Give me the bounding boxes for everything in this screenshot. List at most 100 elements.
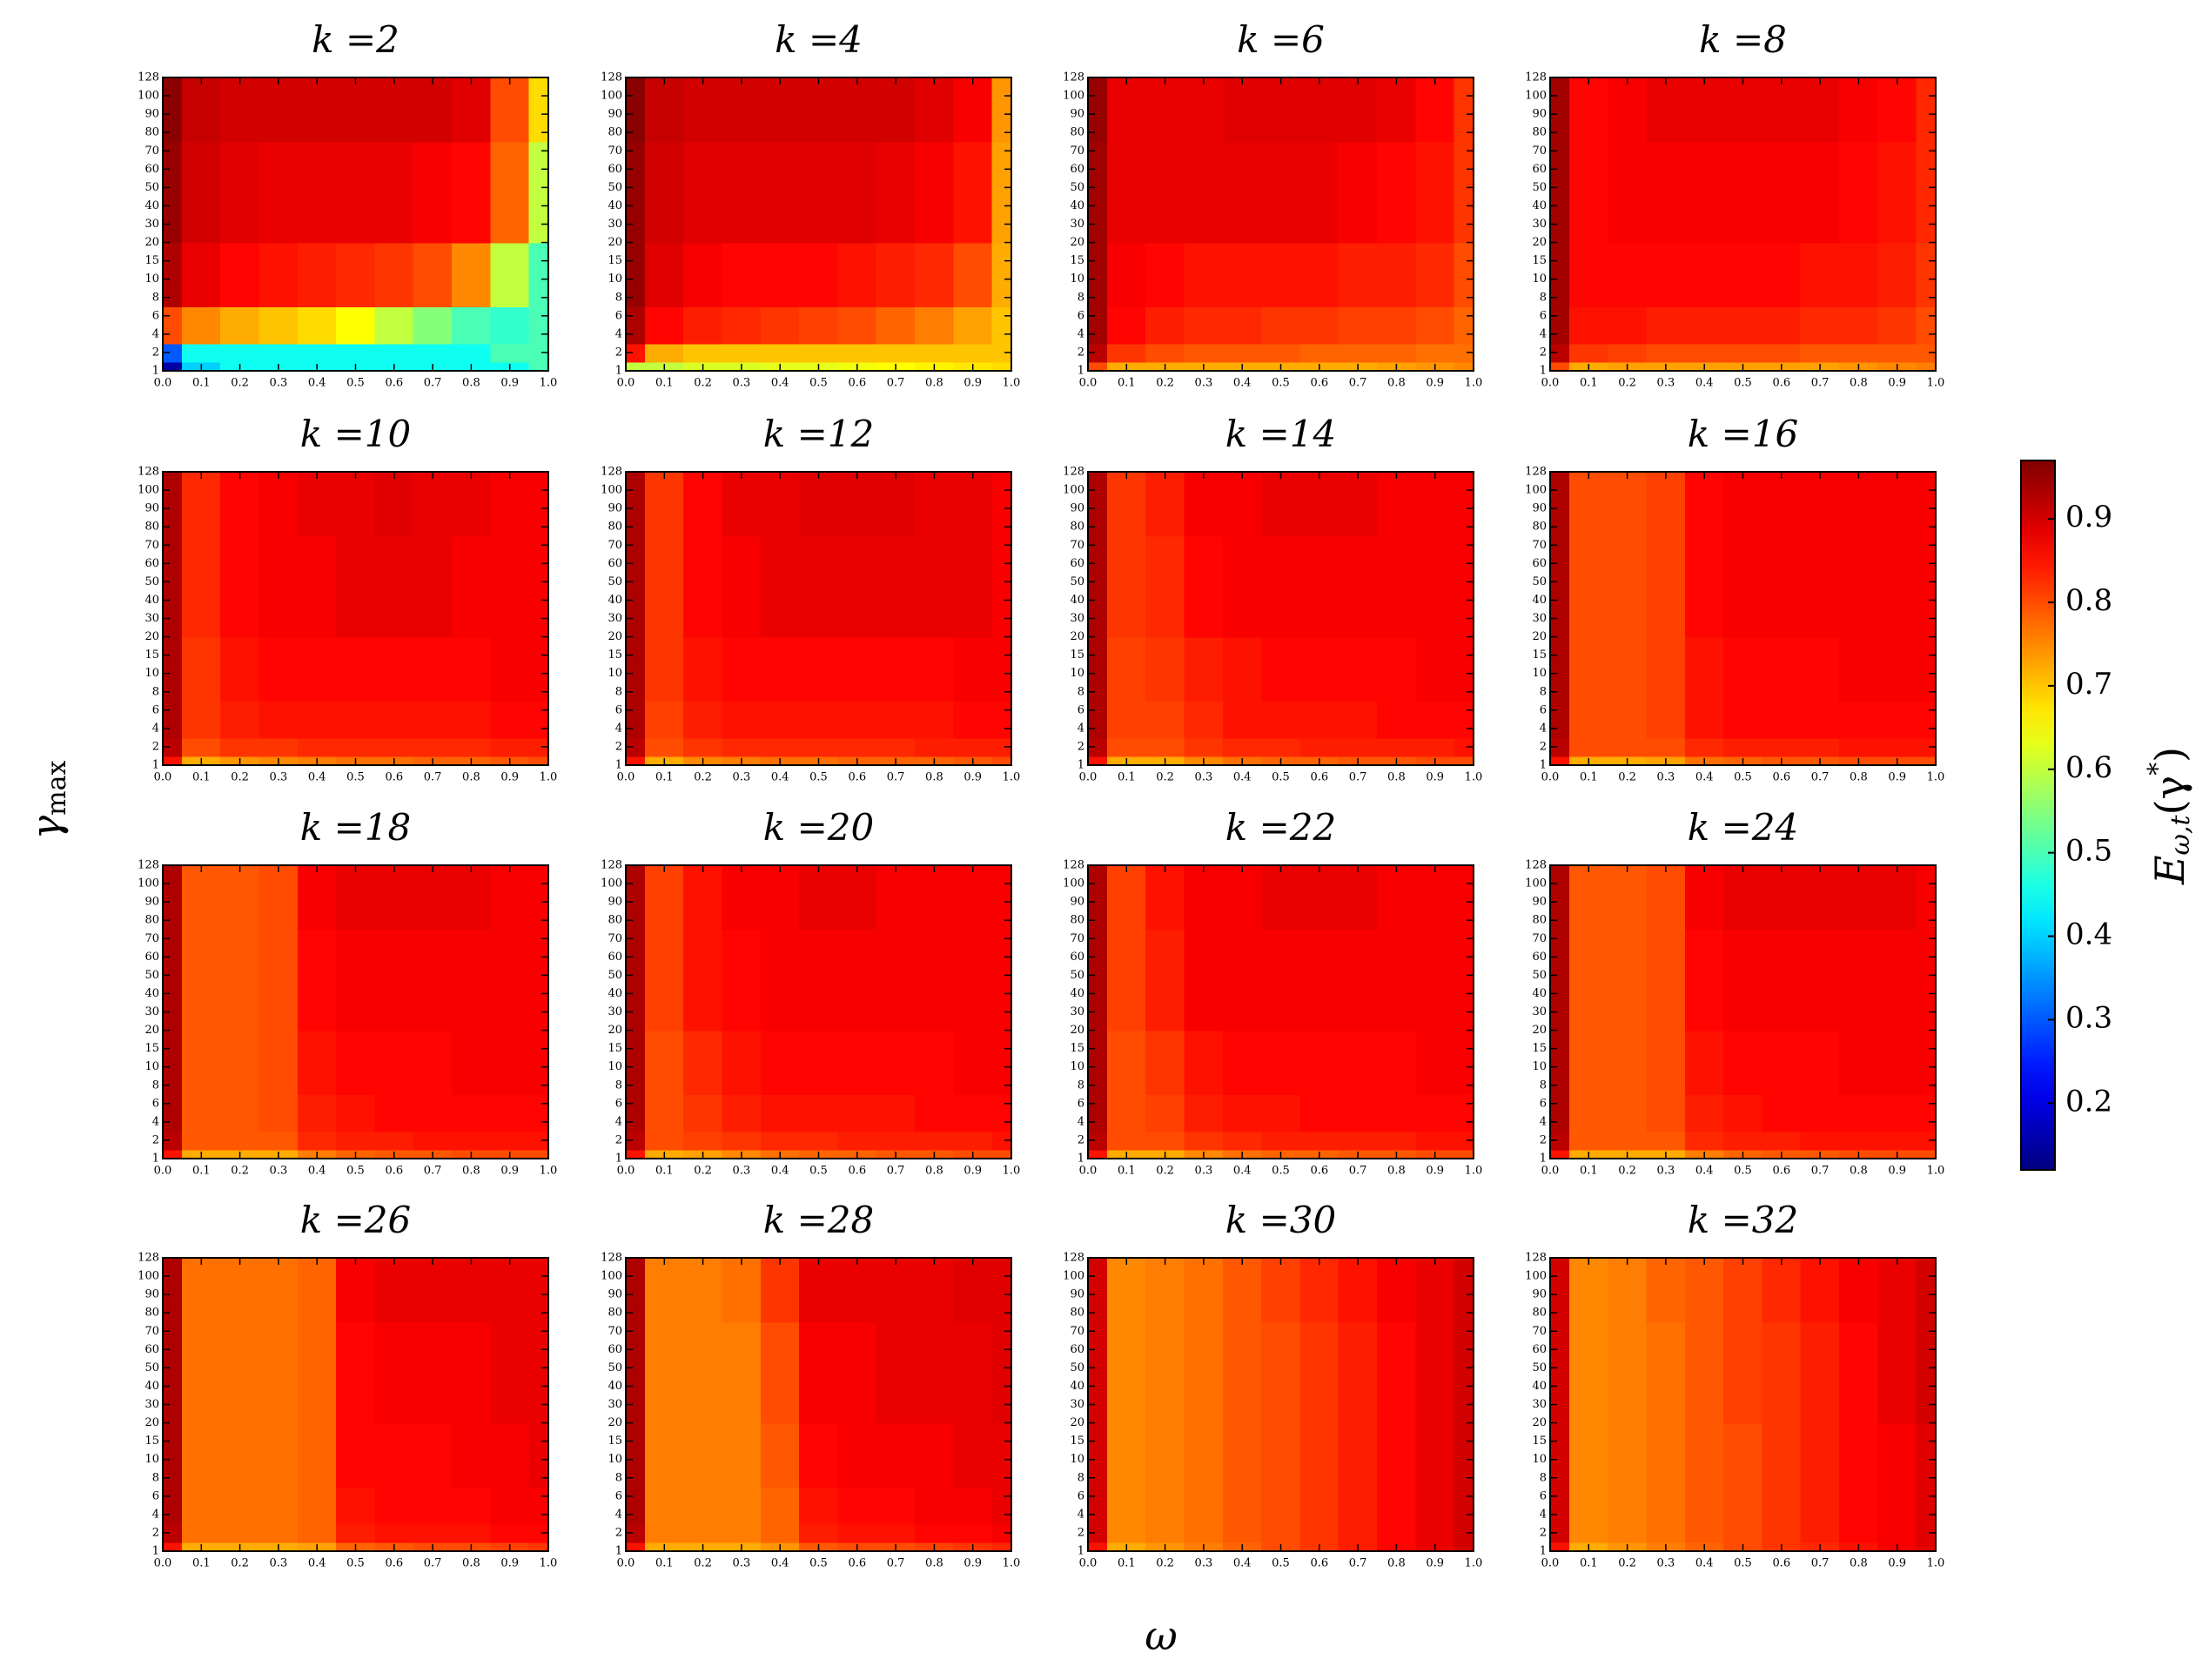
y-tick-label: 128 bbox=[138, 71, 159, 84]
heatmap-cell bbox=[1762, 1030, 1802, 1096]
heatmap-cell bbox=[374, 737, 414, 757]
heatmap-cell bbox=[452, 1131, 492, 1151]
heatmap-cell bbox=[953, 1422, 993, 1488]
y-tick-label: 2 bbox=[152, 1133, 159, 1146]
heatmap-cell bbox=[297, 343, 338, 363]
heatmap-cell bbox=[1338, 343, 1379, 363]
heatmap-cell bbox=[1549, 929, 1570, 1032]
heatmap-cell bbox=[625, 929, 646, 1032]
y-tick-label: 2 bbox=[615, 740, 622, 753]
heatmap-cell bbox=[1608, 77, 1648, 143]
heatmap-cell bbox=[528, 1094, 549, 1132]
y-tick-label: 15 bbox=[144, 1435, 159, 1448]
heatmap-cell bbox=[1106, 1094, 1147, 1132]
x-tick-label: 0.8 bbox=[1387, 771, 1406, 784]
heatmap-cell bbox=[258, 77, 299, 143]
heatmap-cell bbox=[1839, 1487, 1879, 1525]
y-axis-label-sub: max bbox=[42, 761, 72, 816]
heatmap-cell bbox=[1184, 77, 1224, 143]
y-tick-label: 4 bbox=[615, 327, 622, 340]
heatmap-cell bbox=[991, 1542, 1012, 1552]
heatmap-cell bbox=[1261, 471, 1301, 537]
y-tick-label: 20 bbox=[144, 1416, 159, 1429]
heatmap-cell bbox=[1087, 756, 1108, 766]
heatmap-cell bbox=[625, 701, 646, 739]
heatmap-cell bbox=[625, 1542, 646, 1552]
y-tick-label: 1 bbox=[152, 1152, 159, 1166]
heatmap-cell bbox=[799, 1422, 839, 1488]
x-tick-label: 0.4 bbox=[771, 771, 789, 784]
y-tick-label: 128 bbox=[1063, 71, 1084, 84]
heatmap-cell bbox=[490, 636, 530, 702]
heatmap-cell bbox=[1608, 1321, 1648, 1424]
heatmap-cell bbox=[1338, 535, 1379, 638]
heatmap-cell bbox=[1338, 471, 1379, 537]
heatmap-cell bbox=[220, 929, 260, 1032]
y-tick-label: 90 bbox=[144, 108, 159, 121]
colorbar-tick-label: 0.3 bbox=[2065, 1000, 2112, 1035]
y-tick-label: 70 bbox=[1070, 539, 1084, 552]
x-tick-label: 0.1 bbox=[1118, 1165, 1136, 1178]
heatmap-cell bbox=[181, 1257, 222, 1323]
y-tick-label: 70 bbox=[1532, 144, 1547, 158]
colorbar-label: Eω,t(γ*) bbox=[2143, 747, 2196, 885]
heatmap-cell bbox=[1877, 471, 1917, 537]
heatmap-cell bbox=[1415, 1094, 1455, 1132]
heatmap-cell bbox=[220, 1094, 260, 1132]
heatmap-cell bbox=[1800, 929, 1841, 1032]
heatmap-cell bbox=[336, 77, 376, 143]
x-tick-label: 0.7 bbox=[1349, 377, 1367, 390]
heatmap-cell bbox=[1299, 1094, 1340, 1132]
heatmap-cell bbox=[258, 535, 299, 638]
y-tick-label: 80 bbox=[608, 521, 622, 534]
heatmap-cell bbox=[1299, 242, 1340, 308]
y-tick-label: 20 bbox=[1070, 1024, 1084, 1037]
heatmap-cell bbox=[1415, 141, 1455, 244]
heatmap-cell bbox=[760, 535, 801, 638]
y-tick-label: 128 bbox=[1525, 466, 1547, 479]
x-tick-label: 0.5 bbox=[809, 771, 828, 784]
y-tick-label: 8 bbox=[1078, 1079, 1084, 1092]
heatmap-cell bbox=[915, 1321, 955, 1424]
heatmap-cell bbox=[1839, 471, 1879, 537]
heatmap-cell bbox=[220, 141, 260, 244]
heatmap-cell bbox=[336, 1131, 376, 1151]
y-tick-label: 4 bbox=[1540, 722, 1547, 735]
heatmap-cell bbox=[413, 343, 453, 363]
y-tick-label: 2 bbox=[1078, 346, 1084, 359]
heatmap-cell bbox=[258, 242, 299, 308]
y-tick-label: 30 bbox=[608, 612, 622, 625]
y-tick-label: 1 bbox=[1540, 759, 1547, 772]
x-tick-label: 0.5 bbox=[346, 377, 365, 390]
x-tick-label: 0.0 bbox=[154, 1165, 172, 1178]
x-tick-label: 0.0 bbox=[1079, 1165, 1098, 1178]
heatmap-cell bbox=[374, 1523, 414, 1543]
colorbar-label-arg: (γ bbox=[2146, 776, 2193, 815]
heatmap-cell bbox=[297, 1257, 338, 1323]
y-tick-label: 60 bbox=[144, 1343, 159, 1356]
y-tick-label: 80 bbox=[144, 914, 159, 927]
heatmap-cell bbox=[837, 306, 877, 345]
x-tick-label: 0.6 bbox=[1772, 377, 1790, 390]
heatmap-cell bbox=[1646, 701, 1686, 739]
heatmap-cell bbox=[760, 1131, 801, 1151]
heatmap-cell bbox=[1839, 77, 1879, 143]
x-tick-label: 0.8 bbox=[462, 771, 480, 784]
panel: k =22 1 2 4 6 8 10 15 20 30 40 50 60 70 80 90 100 128 0.0 0… bbox=[1063, 806, 1482, 1178]
y-tick-label: 1 bbox=[152, 759, 159, 772]
panel: k =14 1 2 4 6 8 10 15 20 30 40 50 60 70 80 90 100 128 0.0 0… bbox=[1063, 413, 1482, 784]
heatmap-cell bbox=[1723, 77, 1763, 143]
heatmap-cell bbox=[1762, 1257, 1802, 1323]
x-tick-label: 0.4 bbox=[308, 771, 326, 784]
heatmap-cell bbox=[644, 1094, 685, 1132]
y-tick-label: 90 bbox=[1070, 502, 1084, 515]
heatmap-cell bbox=[413, 471, 453, 537]
x-tick-label: 0.0 bbox=[154, 1557, 172, 1570]
heatmap-cell bbox=[1145, 1094, 1185, 1132]
heatmap-cell bbox=[1568, 1030, 1609, 1096]
heatmap-cell bbox=[683, 471, 723, 537]
heatmap-cell bbox=[181, 343, 222, 363]
y-tick-label: 40 bbox=[144, 987, 159, 1000]
heatmap-cell bbox=[1454, 1542, 1474, 1552]
heatmap-cell bbox=[722, 1030, 762, 1096]
